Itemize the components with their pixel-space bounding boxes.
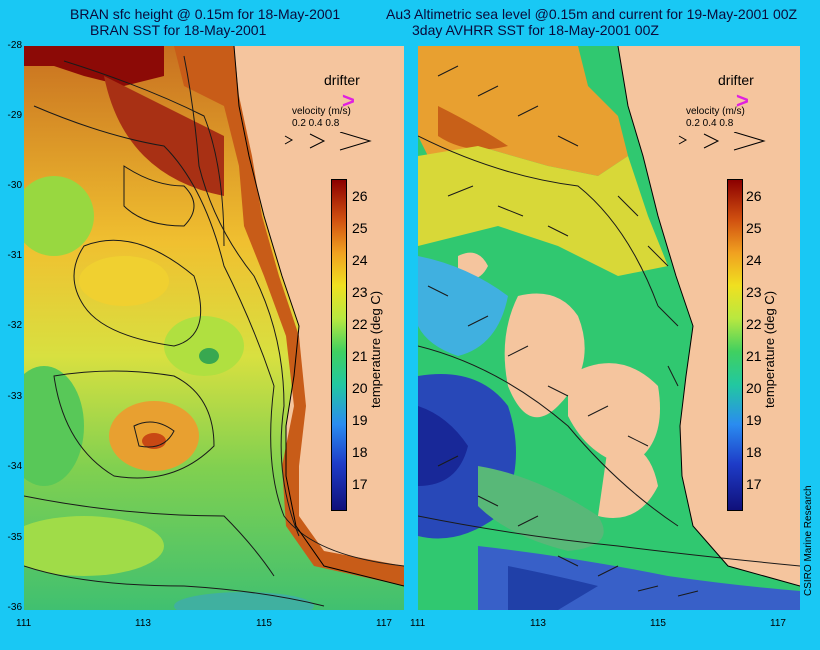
bran-sst-map: drifter > velocity (m/s) 0.2 0.4 0.8 26 … xyxy=(24,46,404,610)
colorbar-tick: 19 xyxy=(746,412,762,428)
lat-label: -31 xyxy=(7,250,22,261)
lon-label: 113 xyxy=(135,618,151,629)
bran-sst-field xyxy=(24,46,404,610)
lon-label: 111 xyxy=(410,618,426,629)
velocity-scale-arrows xyxy=(284,132,372,151)
colorbar-label: temperature (deg C) xyxy=(762,290,777,408)
colorbar-tick: 26 xyxy=(746,188,762,204)
colorbar-label: temperature (deg C) xyxy=(368,290,383,408)
colorbar-tick: 20 xyxy=(746,380,762,396)
colorbar-tick: 23 xyxy=(352,284,368,300)
drifter-legend: drifter > xyxy=(718,72,754,114)
lat-label: -28 xyxy=(7,40,22,51)
velocity-label: velocity (m/s) xyxy=(292,106,351,117)
avhrr-sst-map: drifter > velocity (m/s) 0.2 0.4 0.8 26 … xyxy=(418,46,800,610)
colorbar-tick: 18 xyxy=(352,444,368,460)
colorbar-tick: 23 xyxy=(746,284,762,300)
lon-label: 115 xyxy=(256,618,272,629)
colorbar-tick: 18 xyxy=(746,444,762,460)
left-title-line1: BRAN sfc height @ 0.15m for 18-May-2001 xyxy=(70,6,341,22)
lat-label: -34 xyxy=(7,461,22,472)
drifter-arrow-icon: > xyxy=(736,88,749,113)
lat-label: -30 xyxy=(7,180,22,191)
colorbar-tick: 22 xyxy=(352,316,368,332)
colorbar-tick: 19 xyxy=(352,412,368,428)
colorbar-tick: 26 xyxy=(352,188,368,204)
velocity-values: 0.2 0.4 0.8 xyxy=(292,118,340,129)
colorbar-tick: 17 xyxy=(352,476,368,492)
drifter-label: drifter xyxy=(718,72,754,88)
lat-label: -32 xyxy=(7,320,22,331)
right-title-line1: Au3 Altimetric sea level @0.15m and curr… xyxy=(386,6,798,22)
drifter-arrow-icon: > xyxy=(342,88,355,113)
lat-label: -35 xyxy=(7,532,22,543)
right-title-line2: 3day AVHRR SST for 18-May-2001 00Z xyxy=(412,22,659,38)
colorbar-tick: 25 xyxy=(746,220,762,236)
velocity-values: 0.2 0.4 0.8 xyxy=(686,118,734,129)
colorbar-tick: 21 xyxy=(352,348,368,364)
avhrr-sst-field xyxy=(418,46,800,610)
lon-label: 117 xyxy=(770,618,786,629)
left-title-line2: BRAN SST for 18-May-2001 xyxy=(90,22,267,38)
velocity-label: velocity (m/s) xyxy=(686,106,745,117)
colorbar-tick: 21 xyxy=(746,348,762,364)
drifter-label: drifter xyxy=(324,72,360,88)
temperature-colorbar xyxy=(331,179,347,511)
credit-text: CSIRO Marine Research xyxy=(803,485,814,596)
colorbar-tick: 24 xyxy=(352,252,368,268)
temperature-colorbar xyxy=(727,179,743,511)
colorbar-tick: 20 xyxy=(352,380,368,396)
colorbar-tick: 17 xyxy=(746,476,762,492)
drifter-legend: drifter > xyxy=(324,72,360,114)
lon-label: 113 xyxy=(530,618,546,629)
lat-label: -36 xyxy=(7,602,22,613)
colorbar-tick: 22 xyxy=(746,316,762,332)
colorbar-tick: 24 xyxy=(746,252,762,268)
velocity-scale-arrows xyxy=(678,132,766,151)
lon-label: 115 xyxy=(650,618,666,629)
lon-label: 111 xyxy=(16,618,32,629)
lon-label: 117 xyxy=(376,618,392,629)
lat-label: -33 xyxy=(7,391,22,402)
colorbar-tick: 25 xyxy=(352,220,368,236)
lat-label: -29 xyxy=(7,110,22,121)
